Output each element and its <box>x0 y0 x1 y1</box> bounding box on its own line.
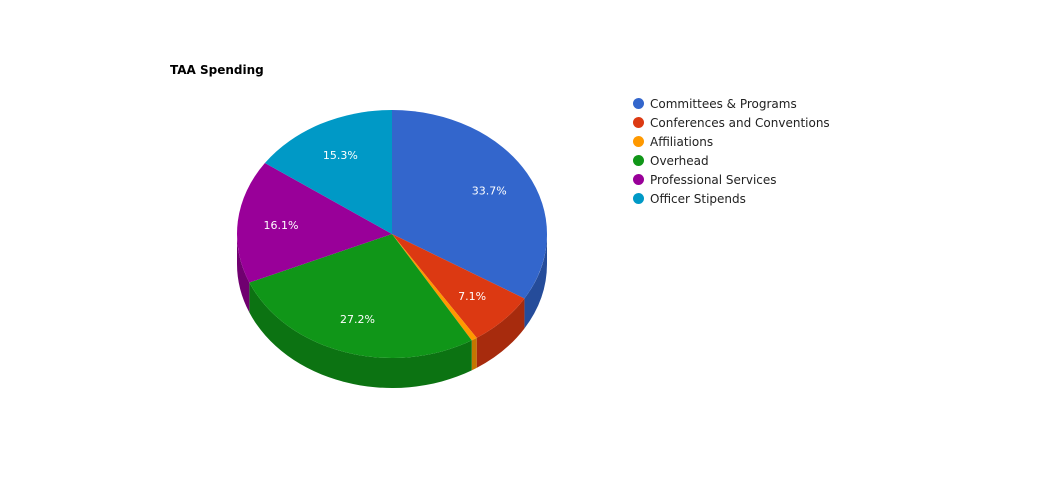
legend-item-committees-programs[interactable]: Committees & Programs <box>633 94 830 113</box>
pie-side-committees-programs <box>524 234 547 329</box>
legend-label: Overhead <box>650 153 709 168</box>
legend-label: Committees & Programs <box>650 96 797 111</box>
pie-label-officer-stipends: 15.3% <box>323 149 358 162</box>
pie-slice-overhead[interactable] <box>249 234 472 358</box>
pie-slice-committees-programs[interactable] <box>392 110 547 299</box>
pie-side-overhead <box>249 282 472 388</box>
pie-slice-conferences-and-conventions[interactable] <box>392 234 525 338</box>
legend-label: Affiliations <box>650 134 714 149</box>
legend-swatch <box>633 155 644 166</box>
pie-label-overhead: 27.2% <box>340 313 375 326</box>
legend-swatch <box>633 193 644 204</box>
legend-item-professional-services[interactable]: Professional Services <box>633 170 830 189</box>
legend-label: Conferences and Conventions <box>650 115 830 130</box>
legend-label: Officer Stipends <box>650 191 746 206</box>
legend-item-overhead[interactable]: Overhead <box>633 151 830 170</box>
pie-slice-professional-services[interactable] <box>237 163 392 283</box>
pie-side-conferences-and-conventions <box>476 298 525 368</box>
legend-swatch <box>633 136 644 147</box>
pie-label-committees-programs: 33.7% <box>472 184 507 197</box>
legend: Committees & Programs Conferences and Con… <box>633 94 830 208</box>
legend-item-officer-stipends[interactable]: Officer Stipends <box>633 189 830 208</box>
legend-item-affiliations[interactable]: Affiliations <box>633 132 830 151</box>
legend-swatch <box>633 174 644 185</box>
pie-side-affiliations <box>471 337 477 371</box>
pie-side-professional-services <box>237 234 250 313</box>
pie-label-professional-services: 16.1% <box>264 219 299 232</box>
pie-slice-affiliations[interactable] <box>392 234 477 341</box>
chart-title: TAA Spending <box>170 63 264 77</box>
pie-label-conferences-and-conventions: 7.1% <box>458 290 486 303</box>
pie-slice-officer-stipends[interactable] <box>264 110 392 234</box>
legend-label: Professional Services <box>650 172 777 187</box>
legend-swatch <box>633 117 644 128</box>
legend-item-conferences-and-conventions[interactable]: Conferences and Conventions <box>633 113 830 132</box>
legend-swatch <box>633 98 644 109</box>
